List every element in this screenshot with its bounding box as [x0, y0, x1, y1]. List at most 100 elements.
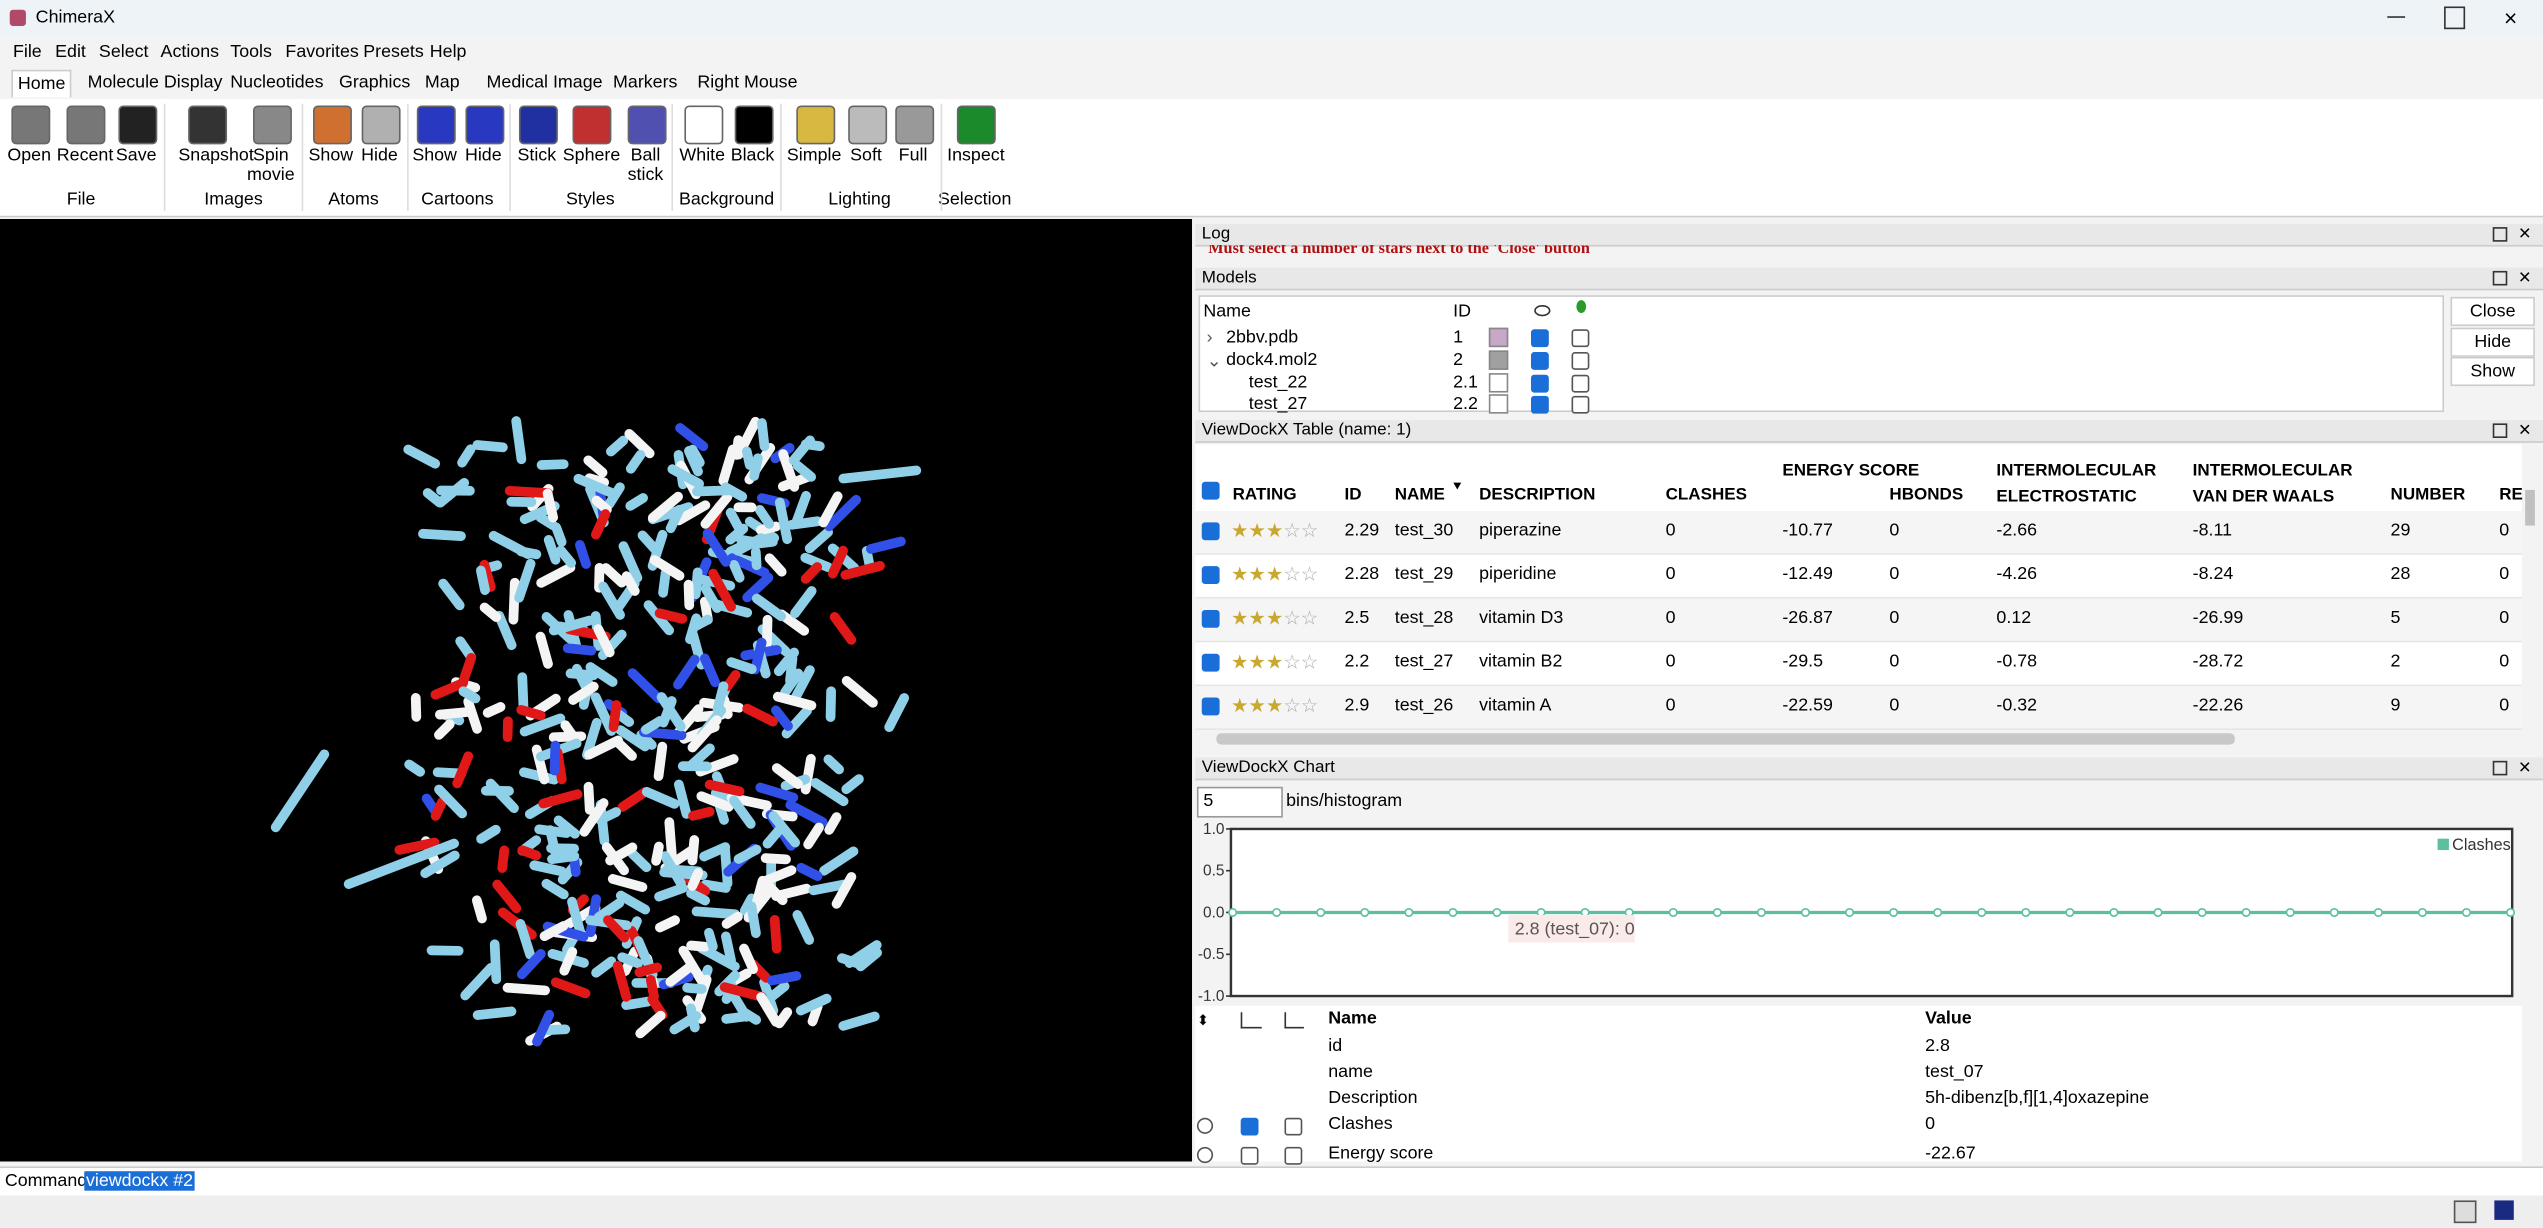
panel-close[interactable]: × — [2518, 264, 2531, 289]
toolbar-button[interactable]: Sphere — [563, 101, 620, 185]
rating-stars[interactable]: ★★★☆☆ — [1231, 607, 1318, 630]
toolbar-button[interactable]: Stick — [509, 101, 564, 185]
model-name[interactable]: dock4.mol2 — [1226, 350, 1318, 370]
panel-close[interactable]: × — [2518, 220, 2531, 245]
select-checkbox[interactable] — [1571, 395, 1590, 414]
menu-item[interactable]: File — [12, 42, 42, 62]
rating-stars[interactable]: ★★★☆☆ — [1231, 694, 1318, 717]
models-button[interactable]: Hide — [2450, 327, 2535, 357]
toolbar-button[interactable]: Black — [725, 101, 780, 185]
tab[interactable]: Graphics — [338, 72, 411, 93]
star[interactable]: ★ — [1248, 519, 1266, 542]
star[interactable]: ☆ — [1283, 519, 1301, 542]
panel-float[interactable] — [2492, 423, 2508, 438]
star[interactable]: ★ — [1230, 519, 1249, 542]
expand-arrow[interactable]: › — [1206, 327, 1213, 348]
bins-input[interactable]: 5 — [1196, 786, 1283, 818]
column-header[interactable]: NAME — [1394, 485, 1445, 505]
menu-item[interactable]: Presets — [363, 42, 424, 62]
radio[interactable] — [1196, 1117, 1214, 1134]
star[interactable]: ☆ — [1300, 519, 1319, 542]
minimize-button[interactable] — [2387, 6, 2406, 18]
tab[interactable]: Medical Image — [486, 72, 603, 93]
star[interactable]: ★ — [1265, 694, 1284, 718]
shown-checkbox[interactable] — [1530, 374, 1549, 393]
star[interactable]: ★ — [1230, 650, 1249, 674]
star[interactable]: ☆ — [1283, 606, 1301, 630]
column-header[interactable]: RE — [2499, 485, 2523, 505]
tab[interactable]: Molecule Display — [87, 72, 223, 93]
rating-stars[interactable]: ★★★☆☆ — [1231, 563, 1318, 586]
menu-item[interactable]: Edit — [55, 42, 86, 62]
star[interactable]: ★ — [1230, 562, 1249, 586]
shown-checkbox[interactable] — [1530, 395, 1549, 414]
menu-item[interactable]: Actions — [160, 42, 220, 62]
shown-checkbox[interactable] — [1530, 329, 1549, 348]
hist-checkbox[interactable] — [1284, 1146, 1303, 1165]
expand-arrow[interactable]: ⌄ — [1206, 352, 1222, 372]
toolbar-button[interactable]: Simple — [787, 101, 842, 185]
plot-checkbox[interactable] — [1240, 1117, 1259, 1136]
star[interactable]: ★ — [1265, 519, 1284, 542]
row-checkbox[interactable] — [1201, 697, 1220, 716]
row-checkbox[interactable] — [1201, 609, 1220, 628]
status-icon[interactable] — [2453, 1200, 2477, 1224]
star[interactable]: ★ — [1230, 606, 1249, 630]
v-scrollbar[interactable] — [2525, 489, 2535, 526]
rating-stars[interactable]: ★★★☆☆ — [1231, 651, 1318, 674]
toolbar-button[interactable]: Full — [886, 101, 941, 185]
column-header[interactable]: CLASHES — [1665, 485, 1747, 505]
command-input[interactable]: viewdockx #2 — [84, 1171, 195, 1191]
star[interactable]: ☆ — [1300, 694, 1319, 718]
star[interactable]: ★ — [1265, 650, 1284, 674]
toolbar-button[interactable]: Inspect — [947, 101, 1005, 185]
model-name[interactable]: 2bbv.pdb — [1226, 327, 1299, 348]
tab[interactable]: Home — [11, 69, 72, 98]
status-icon[interactable] — [2494, 1200, 2514, 1220]
star[interactable]: ★ — [1265, 606, 1284, 630]
tab[interactable]: Nucleotides — [230, 72, 324, 93]
toolbar-button[interactable]: Show — [407, 101, 462, 185]
star[interactable]: ★ — [1248, 694, 1266, 718]
select-checkbox[interactable] — [1571, 374, 1590, 393]
column-header[interactable]: HBONDS — [1889, 485, 1964, 505]
radio[interactable] — [1196, 1146, 1214, 1164]
panel-float[interactable] — [2492, 227, 2508, 242]
select-all-checkbox[interactable] — [1201, 481, 1220, 500]
tab[interactable]: Right Mouse — [697, 72, 798, 93]
rating-stars[interactable]: ★★★☆☆ — [1231, 519, 1318, 542]
toolbar-button[interactable]: Hide — [456, 101, 511, 185]
row-checkbox[interactable] — [1201, 653, 1220, 672]
row-checkbox[interactable] — [1201, 566, 1220, 584]
star[interactable]: ★ — [1230, 694, 1249, 718]
column-header[interactable]: RATING — [1232, 485, 1297, 505]
close-x[interactable]: × — [2504, 4, 2518, 31]
tab[interactable]: Markers — [613, 72, 678, 93]
toolbar-button[interactable]: White — [675, 101, 730, 185]
h-scrollbar[interactable] — [1216, 733, 2235, 745]
star[interactable]: ☆ — [1300, 606, 1319, 630]
star[interactable]: ☆ — [1283, 650, 1301, 674]
row-checkbox[interactable] — [1201, 522, 1220, 541]
toolbar-button[interactable]: Show — [303, 101, 358, 185]
star[interactable]: ★ — [1248, 650, 1266, 674]
panel-float[interactable] — [2492, 760, 2508, 776]
menu-item[interactable]: Favorites — [285, 42, 359, 62]
models-button[interactable]: Show — [2450, 356, 2535, 387]
molecule-render[interactable] — [0, 219, 1192, 1161]
column-header[interactable]: NUMBER — [2390, 485, 2466, 505]
panel-float[interactable] — [2492, 270, 2508, 286]
hist-checkbox[interactable] — [1284, 1117, 1303, 1136]
toolbar-button[interactable]: Ball stick — [618, 101, 673, 185]
models-button[interactable]: Close — [2450, 296, 2535, 327]
toolbar-button[interactable]: Recent — [57, 101, 113, 185]
menu-item[interactable]: Tools — [230, 42, 272, 62]
toolbar-button[interactable]: Hide — [352, 101, 407, 185]
star[interactable]: ☆ — [1283, 562, 1301, 586]
maximize-button[interactable] — [2444, 6, 2466, 30]
column-header[interactable]: INTERMOLECULAR VAN DER WAALS — [2192, 460, 2353, 507]
toolbar-button[interactable]: Snapshot — [178, 101, 254, 185]
select-checkbox[interactable] — [1571, 352, 1590, 370]
column-header[interactable]: ID — [1344, 485, 1362, 505]
toolbar-button[interactable]: Spin movie — [243, 101, 298, 185]
